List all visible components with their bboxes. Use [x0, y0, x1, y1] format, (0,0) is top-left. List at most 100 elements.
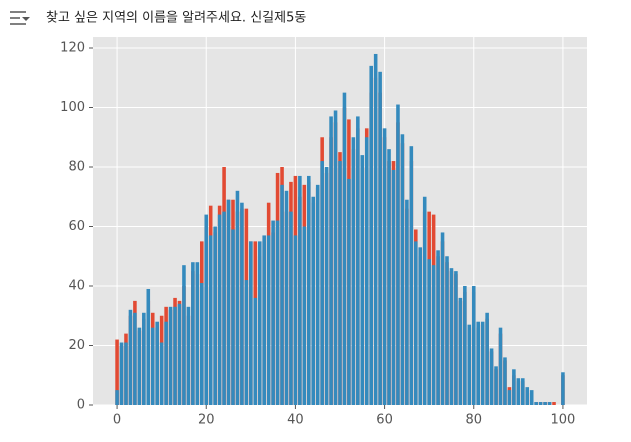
bar — [521, 378, 525, 405]
bar — [360, 155, 365, 405]
bar — [422, 196, 427, 405]
bar — [507, 390, 512, 405]
bar — [467, 324, 472, 405]
bar — [387, 149, 391, 405]
bar — [293, 235, 298, 405]
bar — [440, 232, 445, 405]
bar — [124, 342, 128, 405]
bar — [217, 214, 222, 405]
bar — [249, 241, 253, 405]
bar — [280, 184, 284, 405]
bar — [338, 161, 342, 405]
bar — [208, 235, 213, 405]
bar — [240, 202, 244, 405]
bar — [409, 146, 414, 405]
bar — [356, 116, 360, 405]
x-tick-label: 20 — [198, 413, 215, 428]
bar — [489, 348, 494, 405]
output-icon[interactable] — [10, 11, 30, 25]
bar — [298, 175, 302, 405]
bar — [547, 402, 552, 405]
bar — [405, 199, 409, 405]
bar — [257, 241, 262, 405]
bar — [431, 265, 436, 405]
bar — [150, 327, 155, 405]
bar — [418, 247, 423, 405]
bar — [315, 184, 320, 405]
bar — [168, 306, 173, 405]
bar — [534, 402, 538, 405]
bar — [485, 312, 489, 405]
bar — [320, 161, 324, 405]
prompt-text: 찾고 싶은 지역의 이름을 알려주세요. 신길제5동 — [46, 11, 306, 26]
bar — [231, 229, 235, 405]
bar — [458, 297, 463, 405]
bar — [463, 286, 467, 405]
bar — [182, 265, 186, 405]
bar — [191, 262, 195, 405]
bar — [538, 402, 543, 405]
bar — [498, 327, 503, 405]
bar — [516, 378, 521, 405]
x-tick-label: 60 — [376, 413, 393, 428]
bar — [512, 369, 516, 405]
bar — [173, 306, 177, 405]
y-tick-label: 60 — [68, 219, 85, 234]
bar — [480, 321, 485, 405]
bar — [369, 65, 373, 406]
y-tick-label: 80 — [68, 160, 85, 175]
bar — [378, 71, 382, 405]
bar — [329, 116, 333, 405]
bar — [244, 280, 249, 405]
bar — [213, 226, 217, 405]
bar — [445, 256, 449, 405]
bar — [195, 262, 200, 405]
bar — [119, 342, 124, 405]
bar — [164, 321, 168, 405]
bar — [146, 288, 151, 405]
y-tick-label: 20 — [68, 338, 85, 353]
bar — [284, 190, 289, 405]
bar — [302, 226, 307, 405]
bar — [128, 309, 133, 405]
bar — [311, 196, 316, 405]
bar — [400, 134, 405, 405]
bar — [333, 110, 338, 405]
bar — [471, 286, 476, 405]
x-tick-label: 0 — [113, 413, 121, 428]
bar — [364, 137, 369, 405]
bar — [177, 303, 182, 405]
bar — [275, 220, 280, 405]
bar — [307, 175, 311, 405]
bar — [561, 372, 565, 405]
y-tick-label: 40 — [68, 279, 85, 294]
bar — [235, 190, 240, 405]
bar — [204, 214, 209, 405]
bar — [324, 167, 329, 405]
bar — [454, 271, 458, 405]
bar — [186, 306, 191, 405]
bar — [289, 211, 293, 405]
y-tick-label: 120 — [60, 41, 85, 56]
bar — [137, 327, 142, 405]
x-tick-label: 40 — [287, 413, 304, 428]
bar — [133, 312, 137, 405]
bar — [396, 104, 400, 405]
bar — [266, 235, 271, 405]
bar — [427, 259, 431, 405]
x-tick-label: 80 — [465, 413, 482, 428]
bar — [476, 321, 480, 405]
bar — [436, 250, 440, 405]
bar — [449, 268, 454, 405]
bar — [226, 199, 231, 405]
bar — [529, 390, 534, 405]
y-tick-label: 100 — [60, 100, 85, 115]
bar — [373, 53, 378, 405]
bar — [159, 342, 164, 405]
bar — [222, 211, 226, 405]
bar — [342, 92, 347, 406]
bar — [200, 283, 204, 405]
bar — [543, 402, 547, 405]
bar — [351, 137, 356, 405]
bar — [494, 366, 498, 405]
